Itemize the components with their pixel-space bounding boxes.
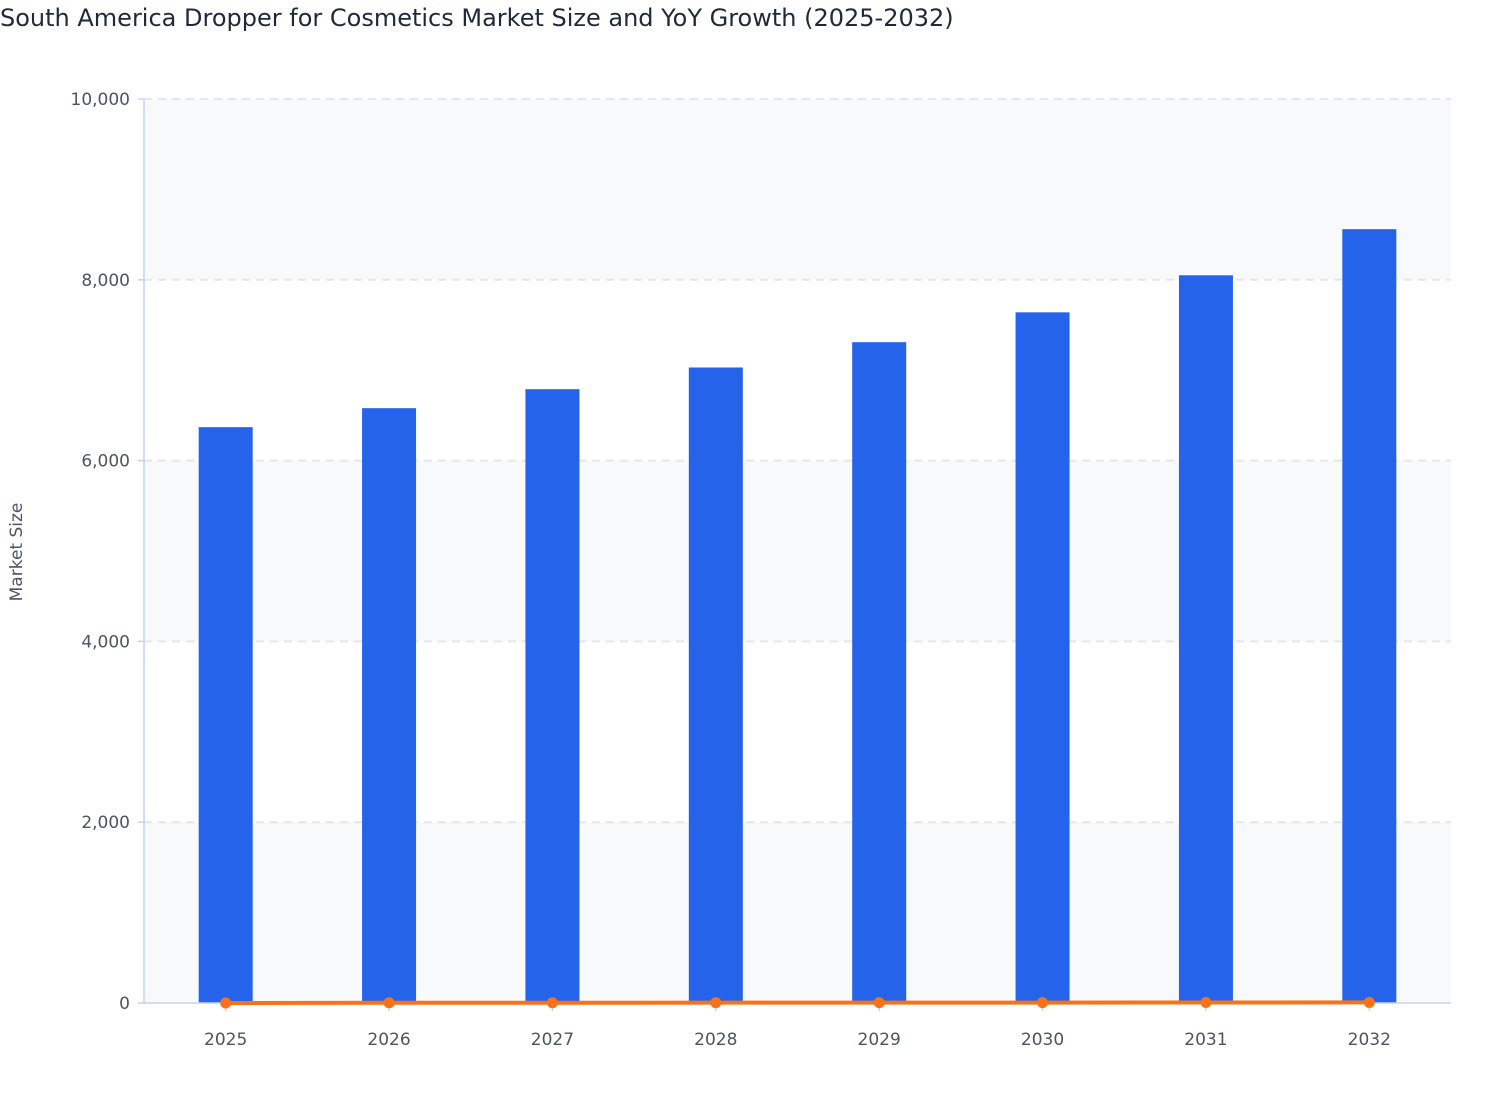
- x-tick-label: 2028: [694, 1030, 737, 1050]
- growth-point-2025: [220, 997, 232, 1009]
- bar-2026: [362, 408, 417, 1004]
- x-tick-label: 2026: [367, 1030, 410, 1050]
- bar-2029: [852, 342, 907, 1003]
- x-tick-label: 2031: [1184, 1030, 1227, 1050]
- growth-point-2027: [546, 997, 558, 1009]
- bar-2031: [1178, 275, 1233, 1003]
- growth-point-2028: [710, 997, 722, 1009]
- bar-2028: [688, 367, 743, 1003]
- growth-point-2032: [1363, 996, 1375, 1008]
- y-axis-label: Market Size: [7, 503, 27, 602]
- bar-2025: [198, 427, 253, 1004]
- chart-title: South America Dropper for Cosmetics Mark…: [0, 4, 954, 32]
- plot-band: [144, 99, 1451, 280]
- x-tick-label: 2025: [204, 1030, 247, 1050]
- growth-point-2031: [1200, 997, 1212, 1009]
- y-tick-label: 4,000: [81, 632, 130, 652]
- bar-2032: [1342, 229, 1397, 1003]
- y-tick-label: 2,000: [81, 813, 130, 833]
- bar-2027: [525, 389, 580, 1004]
- x-tick-label: 2032: [1348, 1030, 1391, 1050]
- growth-point-2026: [383, 997, 395, 1009]
- bar-2030: [1015, 312, 1070, 1003]
- growth-point-2029: [873, 997, 885, 1009]
- plot-band: [144, 460, 1451, 642]
- y-tick-label: 6,000: [81, 452, 130, 472]
- growth-line: [225, 1000, 1370, 1005]
- growth-point-2030: [1037, 997, 1049, 1009]
- y-tick-label: 10,000: [71, 90, 130, 110]
- x-tick-label: 2029: [858, 1030, 901, 1050]
- y-tick-label: 0: [119, 994, 130, 1014]
- plot-band: [144, 822, 1451, 1003]
- x-tick-label: 2027: [531, 1030, 574, 1050]
- x-tick-label: 2030: [1021, 1030, 1064, 1050]
- y-tick-label: 8,000: [81, 271, 130, 291]
